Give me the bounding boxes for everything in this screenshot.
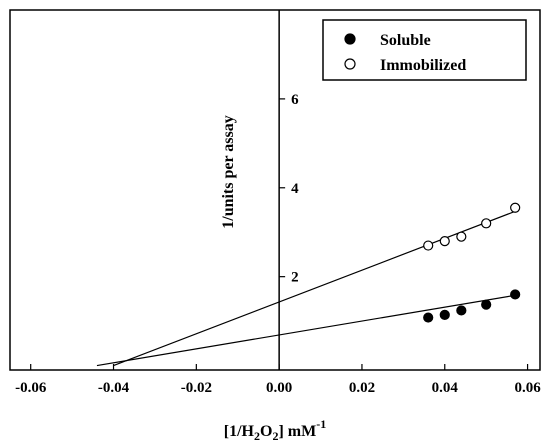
point-immobilized: [423, 240, 434, 251]
x-axis-title-part: [1/H: [224, 423, 255, 440]
fit-lines: [96, 210, 516, 367]
x-axis-title: [1/H2O2] mM-1: [224, 417, 326, 443]
legend-box: [322, 19, 527, 81]
x-ticks: -0.06 -0.04 -0.02 0.00 0.02 0.04 0.06: [15, 364, 541, 396]
x-axis-title-subscript: 2: [272, 429, 278, 443]
y-axis-title: 1/units per assay: [220, 115, 237, 229]
x-axis-title-part: ] mM: [278, 423, 316, 440]
point-soluble: [439, 309, 450, 320]
y-tick-label: 4: [291, 181, 299, 197]
point-immobilized: [510, 202, 521, 213]
point-immobilized: [481, 218, 492, 229]
y-tick-label: 2: [291, 270, 299, 286]
point-soluble: [456, 305, 467, 316]
x-axis-title-superscript: -1: [316, 417, 326, 431]
fit-line-soluble: [96, 294, 516, 367]
x-tick-label: 0.00: [266, 380, 292, 396]
data-points: [423, 202, 521, 323]
x-tick-label: 0.04: [432, 380, 459, 396]
point-soluble: [423, 312, 434, 323]
point-immobilized: [439, 236, 450, 247]
x-tick-label: -0.04: [98, 380, 130, 396]
x-tick-label: -0.02: [181, 380, 212, 396]
y-tick-label: 6: [291, 92, 299, 108]
x-axis-title-part: O: [260, 423, 272, 440]
x-axis-title-subscript: 2: [254, 429, 260, 443]
point-soluble: [510, 289, 521, 300]
fit-line-immobilized: [113, 210, 516, 367]
point-immobilized: [456, 231, 467, 242]
legend-marker-soluble: [344, 33, 356, 45]
x-tick-label: 0.02: [349, 380, 375, 396]
legend-label-soluble: Soluble: [380, 32, 431, 49]
legend-label-immobilized: Immobilized: [380, 57, 466, 74]
legend-marker-immobilized: [344, 58, 356, 70]
x-tick-label: 0.06: [514, 380, 541, 396]
plot-frame: [9, 9, 541, 371]
legend: Soluble Immobilized: [322, 19, 527, 81]
x-tick-label: -0.06: [15, 380, 47, 396]
y-ticks: 2 4 6: [279, 92, 299, 286]
point-soluble: [481, 299, 492, 310]
